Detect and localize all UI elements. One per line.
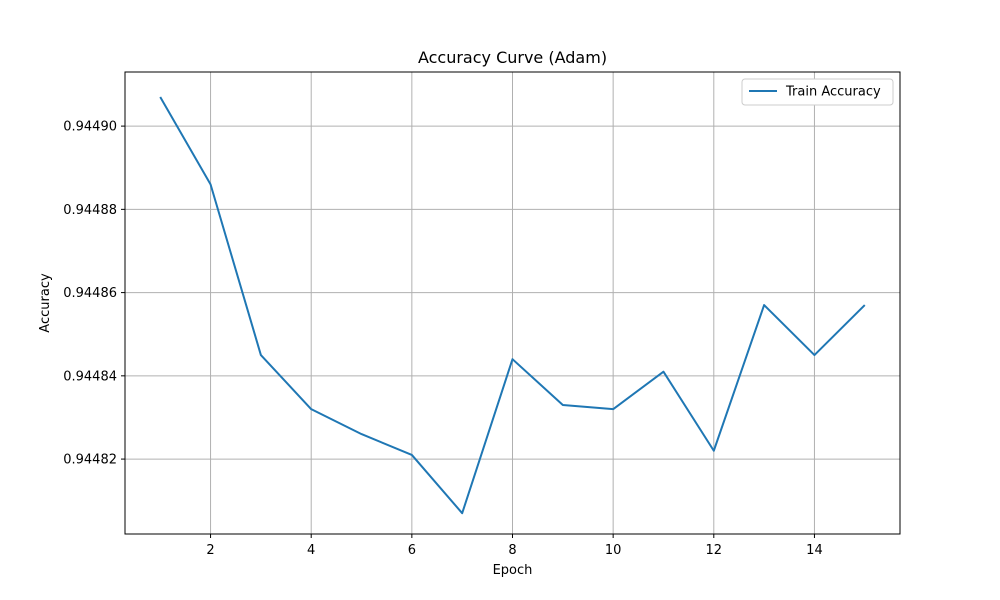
series	[159, 96, 866, 515]
y-tick-label: 0.94486	[63, 286, 117, 301]
ticks: 2 4 6 8 10 12 14 0.94482 0.94484 0.94486 0.94488 0.…	[63, 120, 822, 558]
legend: Train Accuracy	[741, 78, 894, 106]
x-tick-label: 4	[307, 543, 315, 558]
grid	[125, 72, 900, 534]
y-tick-label: 0.94482	[63, 453, 117, 468]
x-tick-label: 8	[508, 543, 516, 558]
legend-label: Train Accuracy	[785, 85, 881, 100]
y-axis-label: Accuracy	[38, 273, 53, 333]
x-tick-label: 12	[706, 543, 723, 558]
x-tick-label: 14	[806, 543, 823, 558]
x-tick-label: 2	[206, 543, 214, 558]
y-tick-label: 0.94490	[63, 120, 117, 135]
x-tick-label: 6	[408, 543, 416, 558]
chart-title: Accuracy Curve (Adam)	[418, 48, 607, 67]
y-tick-label: 0.94484	[63, 369, 117, 384]
y-tick-label: 0.94488	[63, 203, 117, 218]
legend-box	[741, 78, 894, 106]
x-axis-label: Epoch	[493, 563, 533, 578]
x-tick-label: 10	[605, 543, 622, 558]
